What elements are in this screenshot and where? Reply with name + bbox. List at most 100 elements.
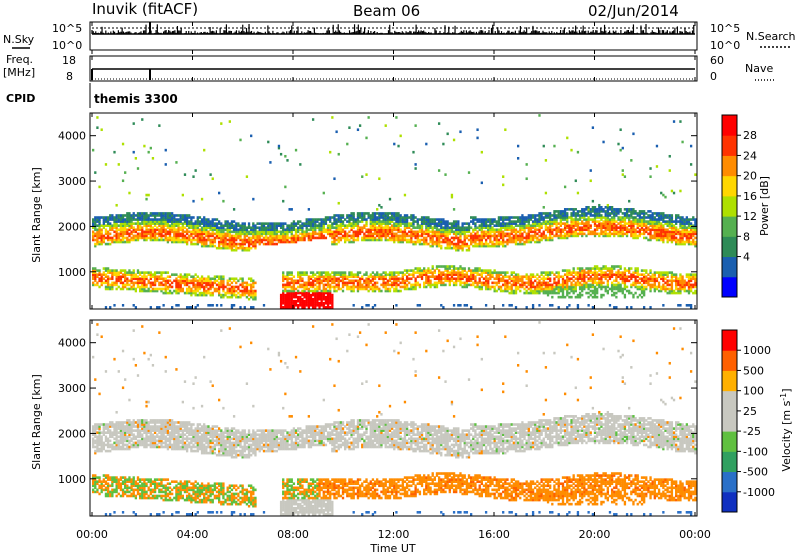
echo-cell — [387, 273, 389, 276]
echo-cell — [451, 247, 453, 250]
echo-cell — [404, 280, 406, 283]
echo-cell — [335, 130, 337, 133]
echo-cell — [513, 235, 515, 238]
echo-cell — [421, 243, 423, 246]
echo-cell — [286, 224, 288, 227]
echo-cell — [310, 282, 312, 285]
echo-cell — [397, 277, 399, 280]
echo-cell — [506, 275, 508, 278]
echo-cell — [451, 222, 453, 225]
echo-cell — [479, 267, 481, 270]
echo-cell — [442, 265, 444, 268]
echo-cell — [374, 273, 376, 276]
echo-cell — [410, 277, 412, 280]
echo-cell — [233, 224, 235, 227]
echo-cell — [338, 153, 340, 156]
echo-cell — [148, 271, 150, 274]
echo-cell — [126, 228, 128, 231]
echo-cell — [209, 220, 211, 223]
echo-cell — [340, 280, 342, 283]
echo-cell — [101, 224, 103, 227]
echo-cell — [259, 226, 261, 229]
echo-cell — [342, 228, 344, 231]
echo-cell — [301, 271, 303, 274]
echo-cell — [212, 304, 214, 307]
echo-cell — [350, 235, 352, 238]
echo-cell — [241, 277, 243, 280]
echo-cell — [195, 277, 197, 280]
nave-tick-bottom: 0 — [710, 70, 717, 83]
echo-cell — [370, 214, 372, 217]
echo-cell — [233, 220, 235, 223]
echo-cell — [192, 237, 194, 240]
echo-cell — [231, 220, 233, 223]
echo-cell — [314, 218, 316, 221]
echo-cell — [378, 212, 380, 215]
echo-cell — [470, 233, 472, 236]
nsky-tick-top: 10^5 — [52, 22, 82, 35]
echo-cell — [256, 226, 258, 229]
echo-cell — [113, 231, 115, 234]
echo-cell — [414, 220, 416, 223]
echo-cell — [543, 206, 545, 209]
echo-cell — [464, 222, 466, 225]
echo-cell — [276, 222, 278, 225]
echo-cell — [218, 226, 220, 229]
echo-cell — [479, 235, 481, 238]
echo-cell — [566, 231, 568, 234]
echo-cell — [160, 288, 162, 291]
echo-cell — [113, 151, 115, 154]
echo-cell — [297, 235, 299, 238]
echo-cell — [562, 222, 564, 225]
echo-cell — [391, 224, 393, 227]
echo-cell — [344, 282, 346, 285]
echo-cell — [361, 306, 363, 309]
echo-cell — [120, 275, 122, 278]
echo-cell — [540, 222, 542, 225]
echo-cell — [577, 218, 579, 221]
echo-cell — [455, 277, 457, 280]
echo-cell — [207, 288, 209, 291]
echo-cell — [461, 286, 463, 289]
echo-cell — [301, 290, 303, 293]
echo-cell — [212, 277, 214, 280]
echo-cell — [261, 222, 263, 225]
echo-cell — [350, 280, 352, 283]
echo-cell — [513, 271, 515, 274]
echo-cell — [342, 271, 344, 274]
echo-cell — [521, 275, 523, 278]
echo-cell — [92, 267, 94, 270]
echo-cell — [382, 226, 384, 229]
echo-cell — [98, 216, 100, 219]
echo-cell — [511, 304, 513, 307]
echo-cell — [192, 222, 194, 225]
echo-cell — [231, 286, 233, 289]
echo-cell — [429, 275, 431, 278]
echo-cell — [521, 243, 523, 246]
echo-cell — [209, 277, 211, 280]
echo-cell — [318, 218, 320, 221]
echo-cell — [436, 218, 438, 221]
echo-cell — [519, 284, 521, 287]
echo-cell — [141, 275, 143, 278]
echo-cell — [526, 273, 528, 276]
echo-cell — [534, 241, 536, 244]
echo-cell — [98, 241, 100, 244]
echo-cell — [555, 271, 557, 274]
echo-cell — [393, 271, 395, 274]
echo-cell — [466, 243, 468, 246]
echo-cell — [568, 269, 570, 272]
echo-cell — [250, 284, 252, 287]
echo-cell — [511, 216, 513, 219]
echo-cell — [393, 143, 395, 146]
echo-cell — [365, 173, 367, 176]
echo-cell — [370, 286, 372, 289]
echo-cell — [342, 290, 344, 293]
echo-cell — [468, 245, 470, 248]
echo-cell — [498, 228, 500, 231]
echo-cell — [340, 288, 342, 291]
echo-cell — [568, 208, 570, 211]
echo-cell — [387, 212, 389, 215]
echo-cell — [299, 237, 301, 240]
echo-cell — [363, 212, 365, 215]
